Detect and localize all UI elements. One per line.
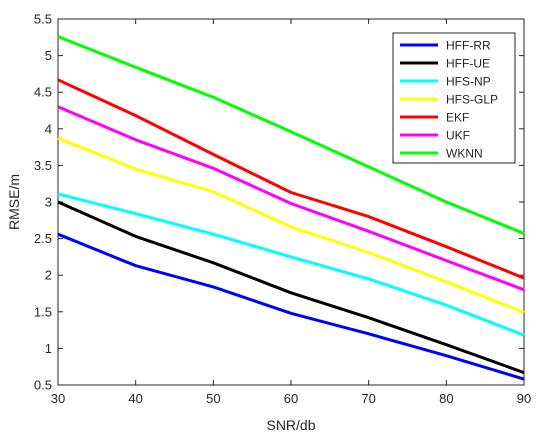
x-tick-label: 90 bbox=[517, 391, 531, 406]
x-axis-label: SNR/db bbox=[266, 417, 315, 433]
x-axis-ticks: 30 40 50 60 70 80 90 bbox=[51, 19, 531, 406]
x-tick-label: 80 bbox=[439, 391, 453, 406]
x-tick-label: 40 bbox=[128, 391, 142, 406]
series-line-hff-ue bbox=[57, 200, 525, 375]
x-tick-label: 70 bbox=[361, 391, 375, 406]
series-line-hfs-np bbox=[57, 192, 525, 337]
y-tick-label: 4.5 bbox=[34, 85, 52, 100]
legend-label: HFS-GLP bbox=[446, 93, 498, 107]
series-line-ukf bbox=[57, 105, 525, 292]
legend: HFF-RR HFF-UE HFS-NP HFS-GLP EKF UKF WKNN bbox=[392, 32, 516, 164]
y-axis-ticks: 0.5 1 1.5 2 2.5 3 3.5 4 4.5 5 5.5 bbox=[34, 12, 524, 393]
series-line-hfs-glp bbox=[57, 136, 525, 314]
legend-label: HFF-UE bbox=[446, 57, 490, 71]
y-tick-label: 2.5 bbox=[34, 231, 52, 246]
y-tick-label: 1 bbox=[45, 341, 52, 356]
x-tick-label: 30 bbox=[51, 391, 65, 406]
series-line-wknn bbox=[57, 35, 525, 235]
y-tick-label: 0.5 bbox=[34, 378, 52, 393]
y-tick-label: 3 bbox=[45, 195, 52, 210]
y-tick-label: 1.5 bbox=[34, 304, 52, 319]
y-axis-label: RMSE/m bbox=[6, 174, 22, 230]
legend-label: WKNN bbox=[446, 147, 483, 161]
y-tick-label: 4 bbox=[45, 121, 52, 136]
legend-label: EKF bbox=[446, 111, 469, 125]
y-tick-label: 5.5 bbox=[34, 12, 52, 27]
legend-label: HFS-NP bbox=[446, 75, 491, 89]
x-tick-label: 50 bbox=[206, 391, 220, 406]
y-tick-label: 5 bbox=[45, 48, 52, 63]
legend-label: HFF-RR bbox=[446, 39, 491, 53]
series-line-ekf bbox=[57, 78, 525, 280]
series-line-hff-rr bbox=[57, 232, 525, 381]
legend-label: UKF bbox=[446, 129, 470, 143]
x-tick-label: 60 bbox=[284, 391, 298, 406]
y-tick-label: 3.5 bbox=[34, 158, 52, 173]
series-lines bbox=[57, 35, 525, 381]
y-tick-label: 2 bbox=[45, 268, 52, 283]
